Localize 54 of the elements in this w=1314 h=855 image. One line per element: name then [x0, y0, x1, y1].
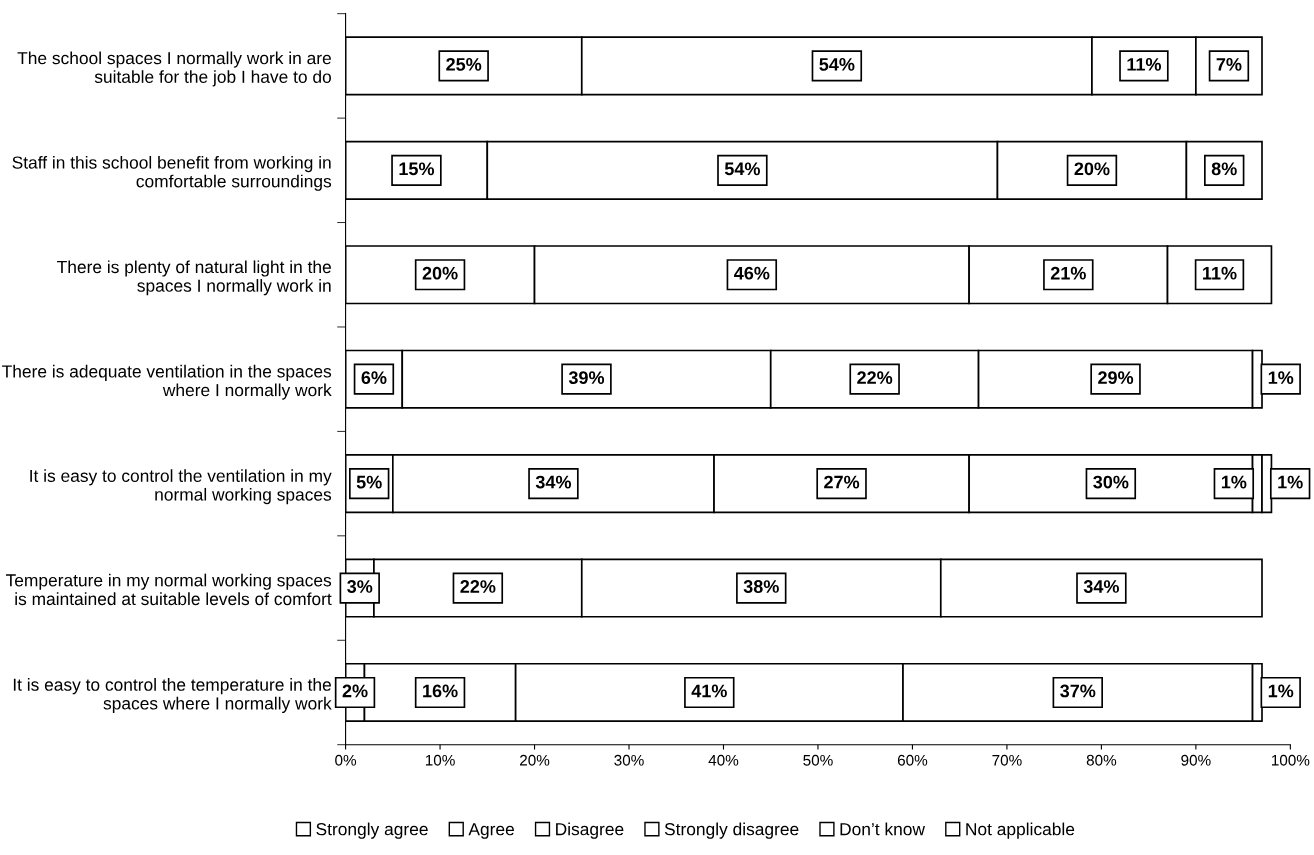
x-tick-label: 40%: [708, 754, 739, 766]
data-label: 1%: [1268, 684, 1294, 698]
data-label: 20%: [1074, 162, 1110, 176]
x-tick-label: 30%: [614, 754, 644, 766]
data-label: 25%: [446, 57, 482, 71]
x-tick-label: 80%: [1086, 754, 1117, 766]
y-tick-label: There is plenty of natural light in the spaces I normally work in: [57, 260, 331, 296]
y-tick-label: Temperature in my normal working spaces is maintained at suitable levels of comfort: [5, 573, 332, 606]
data-label: 11%: [1203, 266, 1237, 280]
data-label: 54%: [819, 58, 855, 71]
data-label: 46%: [734, 266, 770, 280]
data-label: 20%: [422, 266, 458, 280]
x-tick-label: 70%: [992, 754, 1022, 766]
data-label: 34%: [535, 475, 572, 489]
legend-label: Strongly disagree: [664, 822, 799, 839]
y-tick-label: There is adequate ventilation in the spaces where I normally work: [2, 364, 332, 400]
data-label: 27%: [824, 475, 860, 489]
data-label: 41%: [691, 684, 727, 698]
data-label: 5%: [356, 475, 382, 489]
y-tick-label: It is easy to control the temperature in the spaces where I normally work: [13, 678, 332, 713]
data-label: 16%: [423, 684, 458, 698]
data-label: 8%: [1211, 162, 1237, 176]
legend-label: Strongly agree: [316, 822, 428, 839]
data-label: 29%: [1098, 371, 1134, 385]
y-tick-label: The school spaces I normally work in are suitable for the job I have to do: [17, 51, 331, 87]
x-tick-label: 50%: [803, 754, 833, 766]
data-label: 1%: [1268, 371, 1294, 384]
legend-label: Don’t know: [840, 822, 926, 836]
data-label: 54%: [724, 162, 760, 176]
data-label: 22%: [460, 580, 496, 593]
data-label: 38%: [743, 580, 779, 593]
data-label: 11%: [1127, 58, 1162, 71]
data-label: 15%: [399, 162, 435, 176]
legend-label: Not applicable: [966, 822, 1075, 839]
data-label: 7%: [1216, 58, 1242, 71]
x-tick-label: 90%: [1181, 754, 1211, 766]
y-tick-label: It is easy to control the ventilation in my normal working spaces: [30, 469, 332, 505]
data-label: 39%: [568, 371, 605, 385]
data-label: 22%: [857, 371, 893, 384]
x-tick-label: 0%: [335, 754, 357, 766]
x-tick-label: 20%: [520, 754, 550, 766]
x-tick-label: 60%: [897, 754, 928, 766]
data-label: 1%: [1221, 475, 1247, 489]
x-tick-label: 10%: [425, 754, 455, 766]
data-label: 21%: [1050, 266, 1086, 280]
data-label: 30%: [1093, 475, 1129, 489]
x-tick-label: 100%: [1271, 754, 1310, 766]
legend-label: Disagree: [556, 822, 624, 839]
data-label: 6%: [361, 371, 387, 385]
data-label: 34%: [1083, 580, 1119, 593]
data-label: 1%: [1278, 475, 1303, 489]
y-tick-label: Staff in this school benefit from working in comfortable surroundings: [12, 155, 332, 191]
legend-label: Agree: [468, 823, 514, 839]
data-label: 37%: [1060, 684, 1096, 698]
